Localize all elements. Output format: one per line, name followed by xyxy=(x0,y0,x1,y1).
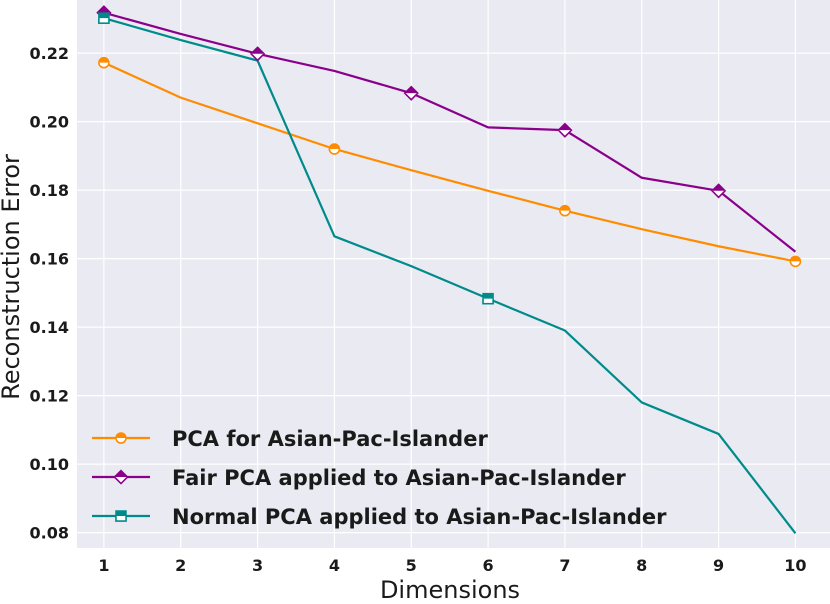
series-markers xyxy=(96,5,802,305)
x-tick-label: 7 xyxy=(559,556,570,575)
x-tick-label: 5 xyxy=(406,556,417,575)
data-point-marker-half xyxy=(98,18,110,24)
y-tick-label: 0.10 xyxy=(30,455,69,474)
legend-label-2: Fair PCA applied to Asian-Pac-Islander xyxy=(172,466,626,490)
y-tick-label: 0.08 xyxy=(30,524,69,543)
x-axis-ticks: 1 2 3 4 5 6 7 8 9 10 xyxy=(98,556,806,575)
x-tick-label: 2 xyxy=(175,556,186,575)
data-point-marker-half xyxy=(711,190,727,199)
data-point-marker-half xyxy=(557,130,573,138)
data-point-marker-half xyxy=(482,298,494,305)
y-axis-label: Reconstruction Error xyxy=(0,154,25,400)
legend-marker-half-3 xyxy=(115,516,127,522)
legend-marker-half-2 xyxy=(113,477,129,485)
series-lines xyxy=(103,11,797,534)
x-axis-label: Dimensions xyxy=(380,576,520,604)
x-tick-label: 10 xyxy=(784,556,806,575)
legend: PCA for Asian-Pac-Islander Fair PCA appli… xyxy=(92,427,667,529)
x-tick-label: 9 xyxy=(713,556,724,575)
data-point-marker-half xyxy=(328,148,341,155)
y-tick-label: 0.12 xyxy=(30,387,69,406)
data-point-marker-half xyxy=(789,261,802,268)
y-tick-label: 0.14 xyxy=(30,318,69,337)
x-tick-label: 3 xyxy=(252,556,263,575)
y-tick-label: 0.22 xyxy=(30,44,69,63)
legend-label-1: PCA for Asian-Pac-Islander xyxy=(172,427,488,451)
plot-background xyxy=(77,0,830,548)
y-axis-ticks: 0.08 0.10 0.12 0.14 0.16 0.18 0.20 0.22 xyxy=(30,44,69,543)
x-tick-label: 4 xyxy=(329,556,340,575)
legend-label-3: Normal PCA applied to Asian-Pac-Islander xyxy=(172,505,667,529)
data-point-marker-half xyxy=(403,93,419,101)
data-point-marker-half xyxy=(250,53,266,62)
series-line-3 xyxy=(103,17,797,534)
grid xyxy=(77,0,830,548)
x-tick-label: 6 xyxy=(483,556,494,575)
legend-marker-half-1 xyxy=(115,438,127,444)
x-tick-label: 1 xyxy=(98,556,109,575)
y-tick-label: 0.20 xyxy=(30,113,69,132)
series-line-1 xyxy=(103,61,796,263)
y-tick-label: 0.18 xyxy=(30,181,69,200)
data-point-marker-half xyxy=(98,62,110,69)
x-tick-label: 8 xyxy=(636,556,647,575)
y-tick-label: 0.16 xyxy=(30,250,69,269)
data-point-marker-half xyxy=(559,210,571,217)
series-line-2 xyxy=(103,11,797,253)
